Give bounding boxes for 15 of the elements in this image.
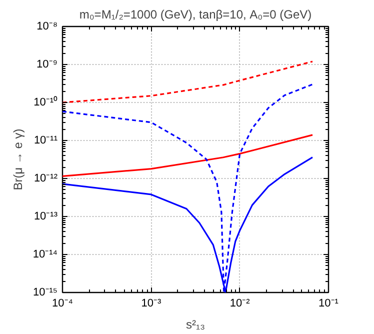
y-tick-label: 10⁻¹⁵: [33, 286, 58, 298]
x-tick-label: 10⁻¹: [318, 298, 339, 310]
x-tick-label: 10⁻²: [230, 298, 250, 310]
y-tick-label: 10⁻¹⁰: [34, 96, 58, 108]
x-tick-label: 10⁻⁴: [52, 298, 74, 310]
chart-title: m₀=M₁/₂=1000 (GeV), tanβ=10, A₀=0 (GeV): [79, 8, 312, 22]
y-tick-label: 10⁻¹⁴: [32, 248, 58, 260]
y-tick-label: 10⁻¹¹: [34, 134, 58, 146]
y-tick-label: 10⁻¹³: [34, 210, 58, 222]
x-axis-title: s²₁₃: [186, 318, 206, 332]
y-axis-title: Br(μ → e γ): [10, 128, 25, 190]
x-tick-label: 10⁻³: [141, 298, 162, 310]
y-tick-label: 10⁻⁸: [36, 20, 58, 32]
y-tick-label: 10⁻¹²: [34, 172, 58, 184]
y-tick-label: 10⁻⁹: [36, 58, 58, 70]
